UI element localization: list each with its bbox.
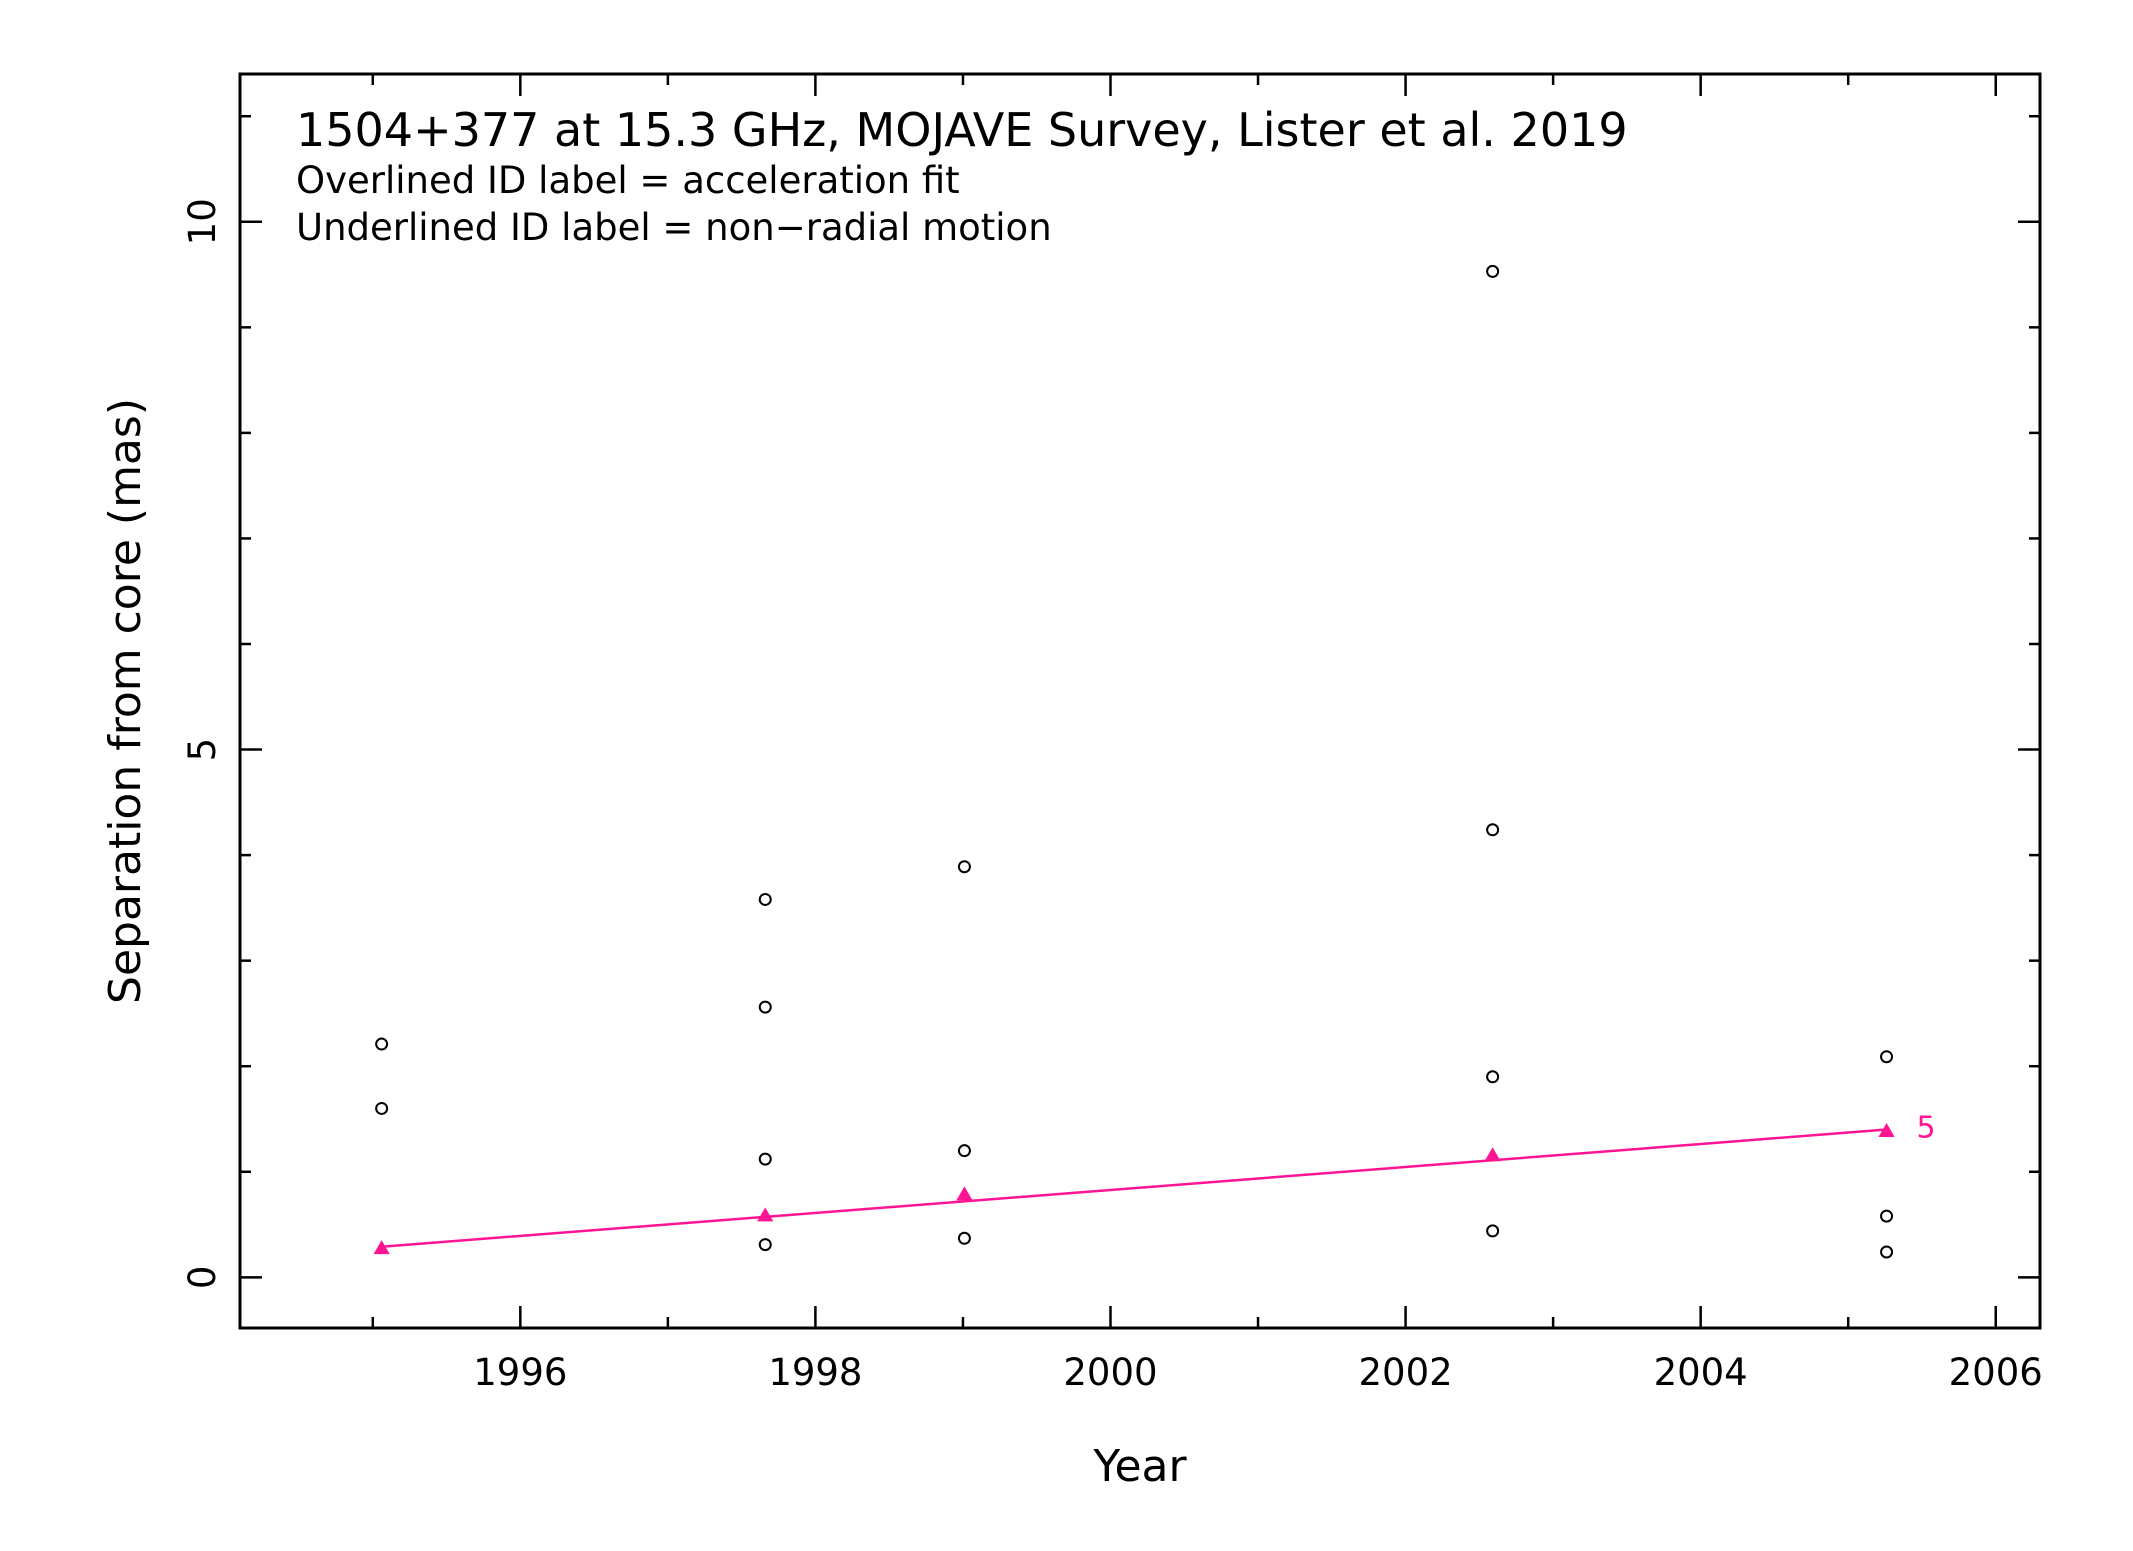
data-point xyxy=(1880,1050,1894,1064)
data-point xyxy=(957,1231,971,1245)
data-point xyxy=(957,860,971,874)
data-point xyxy=(375,1101,389,1115)
y-tick-label: 5 xyxy=(181,738,224,762)
x-tick-label: 2006 xyxy=(1949,1351,2043,1394)
x-tick-label: 2004 xyxy=(1654,1351,1748,1394)
plot-frame xyxy=(238,72,2042,1330)
note-underlined: Underlined ID label = non−radial motion xyxy=(296,206,1052,249)
component-point xyxy=(757,1207,774,1222)
data-point xyxy=(1486,1224,1500,1238)
y-tick-label: 0 xyxy=(181,1266,224,1290)
data-point xyxy=(758,1152,772,1166)
component-point xyxy=(373,1240,390,1255)
marker-layer xyxy=(373,264,1895,1259)
component-point xyxy=(1484,1147,1501,1162)
data-point xyxy=(758,892,772,906)
x-tick-label: 2000 xyxy=(1063,1351,1157,1394)
axis-ticks: 1996 1998 2000 2002 2004 2006 0 5 10 xyxy=(181,74,2043,1394)
data-point xyxy=(957,1144,971,1158)
y-tick-label: 10 xyxy=(181,198,224,245)
x-tick-label: 2002 xyxy=(1358,1351,1452,1394)
fit-line xyxy=(381,1128,1887,1248)
x-tick-label: 1998 xyxy=(768,1351,862,1394)
data-point xyxy=(758,1000,772,1014)
data-point xyxy=(1486,1070,1500,1084)
data-point xyxy=(1880,1209,1894,1223)
x-axis-label: Year xyxy=(1092,1441,1187,1492)
component-point xyxy=(956,1186,973,1201)
data-point xyxy=(758,1238,772,1252)
data-point xyxy=(375,1037,389,1051)
data-point xyxy=(1486,264,1500,278)
component-id-label: 5 xyxy=(1917,1111,1936,1146)
data-point xyxy=(1486,823,1500,837)
data-point xyxy=(1880,1245,1894,1259)
component-point xyxy=(1878,1122,1895,1137)
y-axis-label: Separation from core (mas) xyxy=(100,398,151,1004)
note-overlined: Overlined ID label = acceleration fit xyxy=(296,159,960,202)
id-label-layer: 5 xyxy=(1917,1111,1936,1146)
fit-line-layer xyxy=(381,1128,1887,1248)
chart-title: 1504+377 at 15.3 GHz, MOJAVE Survey, Lis… xyxy=(296,103,1628,157)
x-tick-label: 1996 xyxy=(473,1351,567,1394)
